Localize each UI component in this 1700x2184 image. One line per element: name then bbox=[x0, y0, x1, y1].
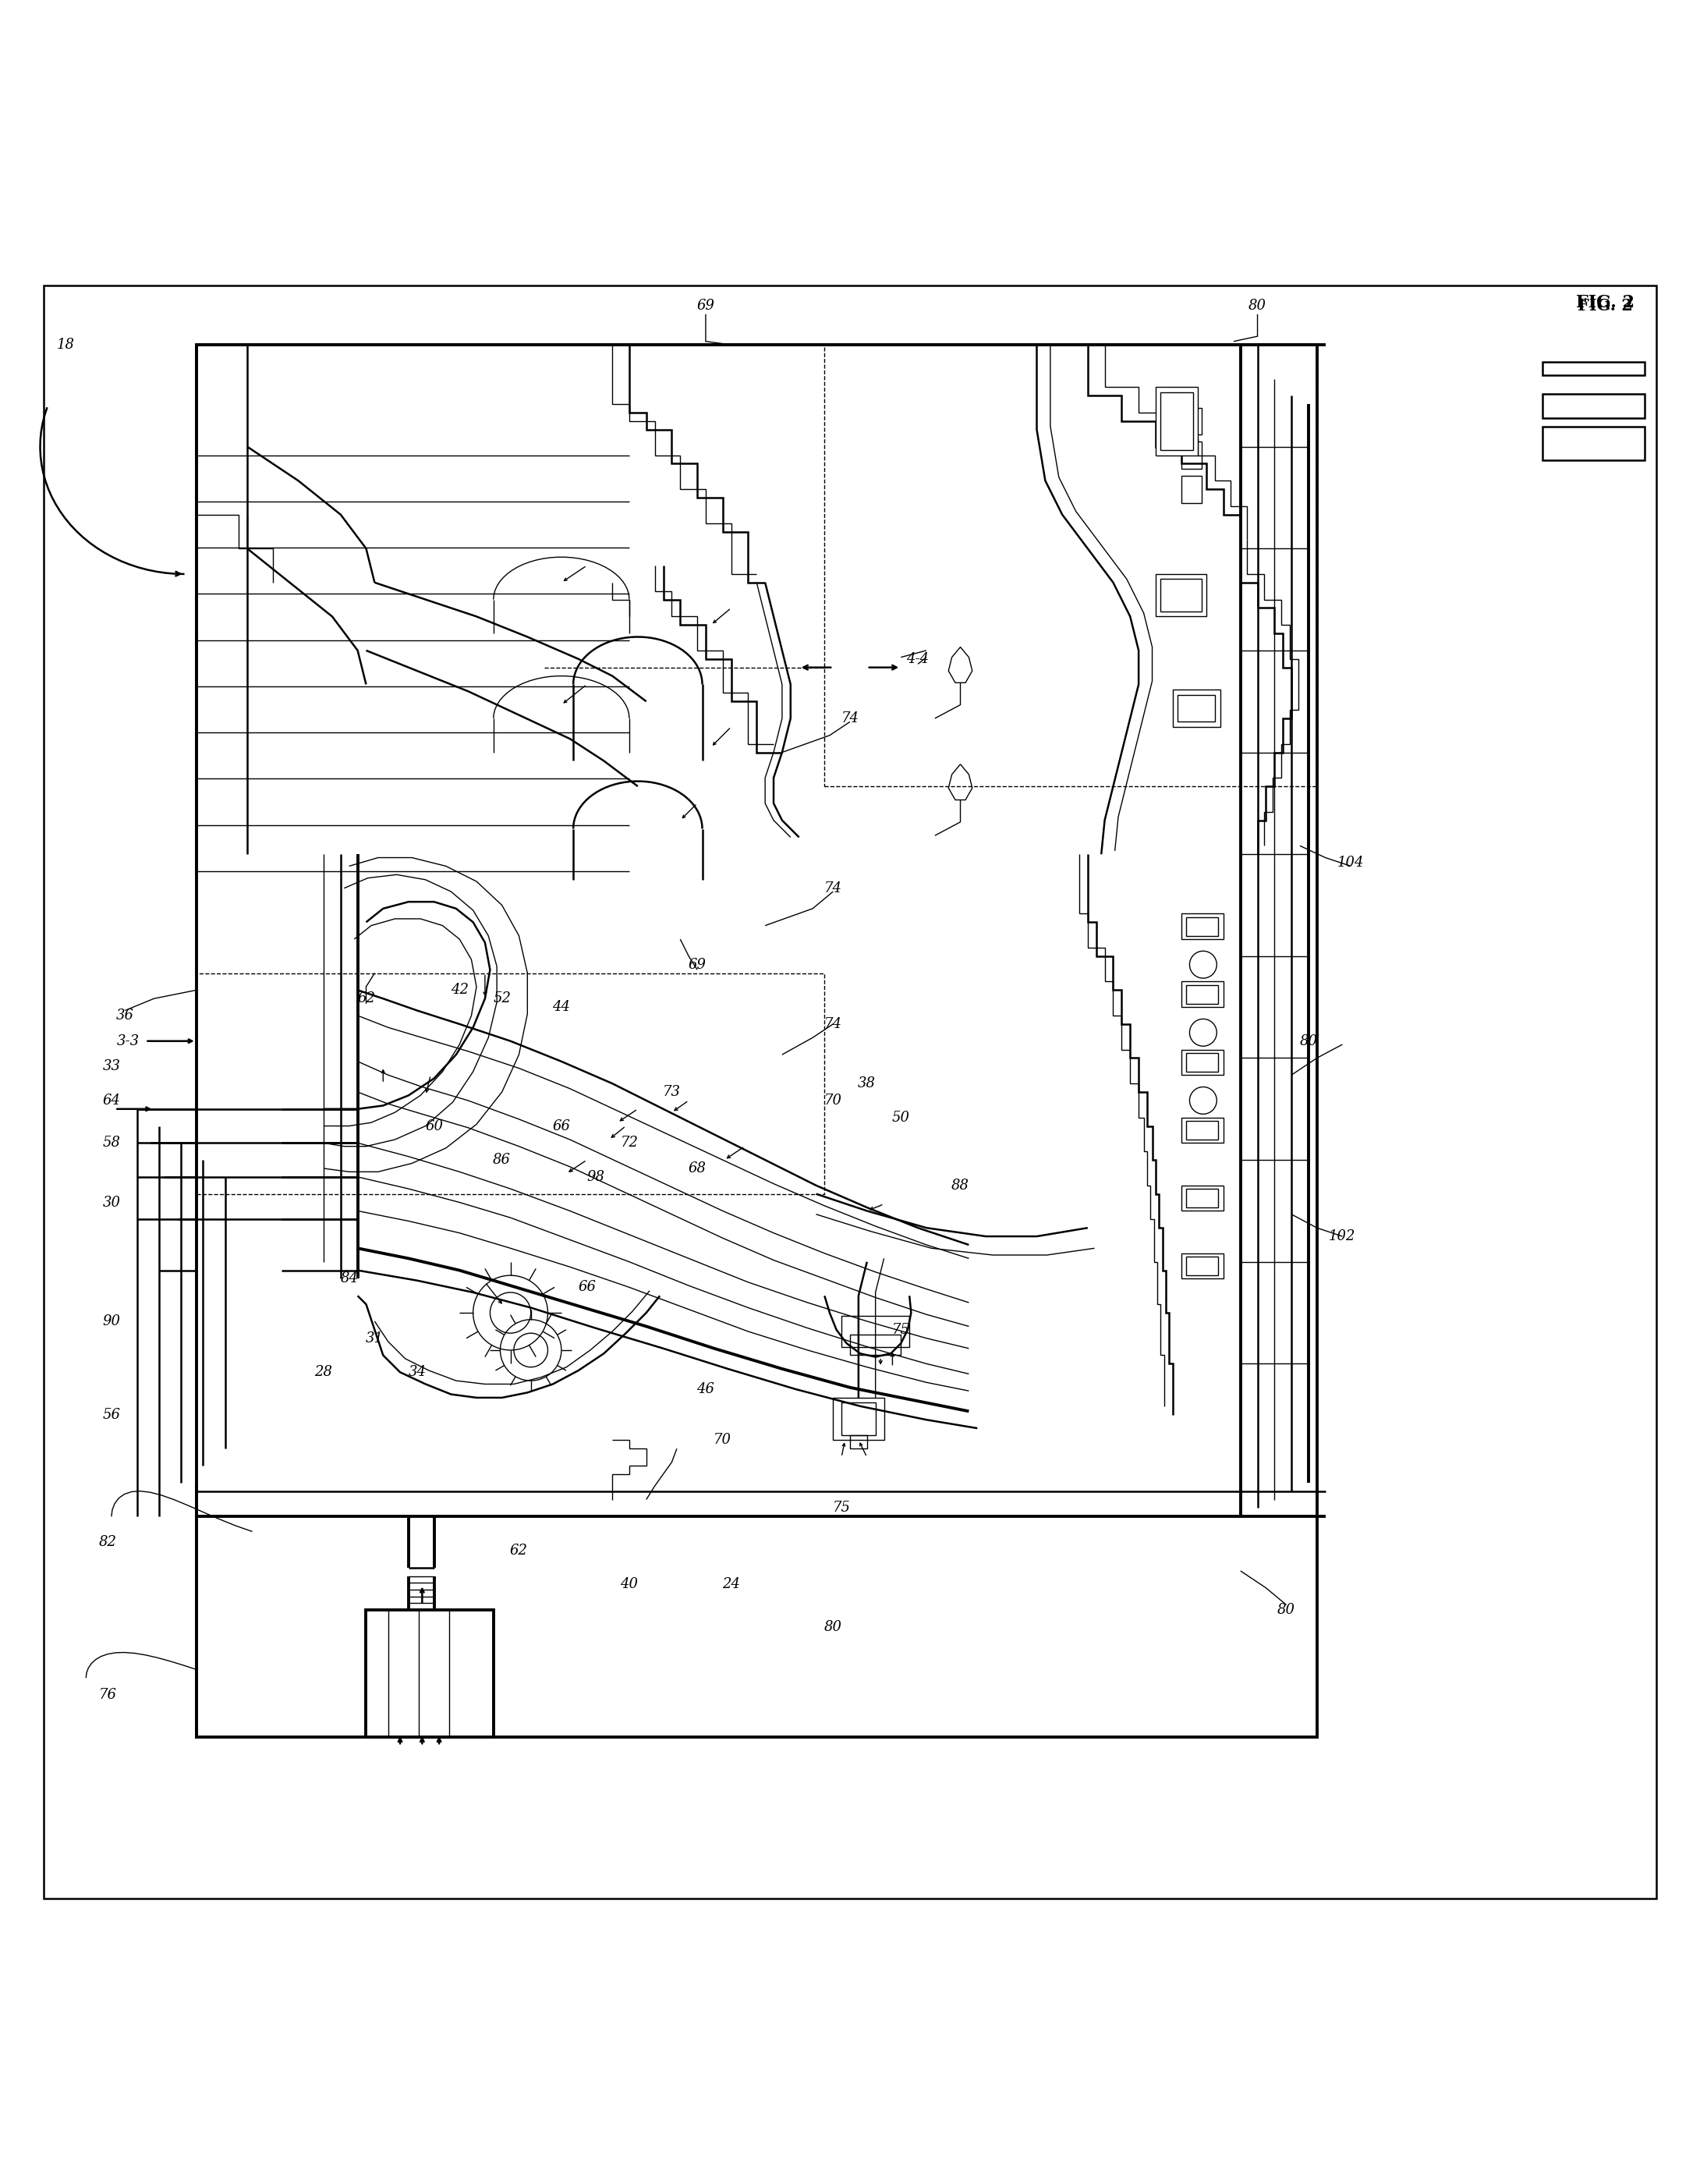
Text: 82: 82 bbox=[99, 1535, 117, 1548]
Text: 66: 66 bbox=[578, 1280, 595, 1295]
Text: 24: 24 bbox=[722, 1577, 740, 1592]
Bar bbox=[1182, 981, 1224, 1007]
Text: 75: 75 bbox=[892, 1324, 910, 1337]
Text: 52: 52 bbox=[493, 992, 512, 1005]
Text: 74: 74 bbox=[824, 880, 841, 895]
Bar bbox=[1182, 1254, 1224, 1280]
Text: 68: 68 bbox=[689, 1162, 706, 1175]
Bar bbox=[1161, 579, 1202, 612]
Bar bbox=[1187, 1120, 1219, 1140]
Bar bbox=[1182, 408, 1202, 435]
Text: 80: 80 bbox=[1277, 1603, 1295, 1616]
Bar bbox=[850, 1334, 901, 1356]
Text: 42: 42 bbox=[450, 983, 469, 998]
Text: 64: 64 bbox=[102, 1094, 121, 1107]
Text: 73: 73 bbox=[663, 1085, 680, 1099]
Text: 58: 58 bbox=[102, 1136, 121, 1151]
Bar bbox=[1182, 1186, 1224, 1210]
Text: 104: 104 bbox=[1338, 856, 1365, 869]
Text: FIG. 2: FIG. 2 bbox=[1578, 297, 1634, 314]
Text: 40: 40 bbox=[620, 1577, 638, 1592]
Text: 98: 98 bbox=[586, 1171, 604, 1184]
Text: 69: 69 bbox=[697, 299, 714, 312]
Bar bbox=[1182, 1051, 1224, 1075]
Text: 66: 66 bbox=[552, 1118, 570, 1133]
Text: 60: 60 bbox=[425, 1118, 444, 1133]
Bar bbox=[824, 345, 1318, 786]
Text: 28: 28 bbox=[314, 1365, 333, 1380]
Text: 18: 18 bbox=[56, 339, 75, 352]
Text: 62: 62 bbox=[510, 1544, 529, 1557]
Text: 80: 80 bbox=[824, 1621, 841, 1634]
Text: 70: 70 bbox=[824, 1094, 841, 1107]
Bar bbox=[1161, 393, 1193, 450]
Text: 44: 44 bbox=[552, 1000, 570, 1013]
Text: 69: 69 bbox=[689, 957, 706, 972]
Text: 38: 38 bbox=[859, 1077, 876, 1090]
Bar bbox=[841, 1317, 910, 1348]
Text: 88: 88 bbox=[952, 1179, 969, 1192]
Bar bbox=[1182, 441, 1202, 470]
Text: 74: 74 bbox=[824, 1018, 841, 1031]
Bar bbox=[1173, 690, 1221, 727]
Bar bbox=[1542, 426, 1644, 461]
Text: 76: 76 bbox=[99, 1688, 117, 1701]
Bar bbox=[841, 1402, 876, 1435]
Bar bbox=[1187, 917, 1219, 935]
Text: 34: 34 bbox=[408, 1365, 427, 1380]
Bar bbox=[366, 1610, 493, 1736]
Bar bbox=[1187, 985, 1219, 1005]
Text: 3-3: 3-3 bbox=[117, 1033, 139, 1048]
Text: 31: 31 bbox=[366, 1332, 384, 1345]
Text: FIG. 2: FIG. 2 bbox=[1576, 293, 1635, 310]
Text: 56: 56 bbox=[102, 1409, 121, 1422]
Bar bbox=[1187, 1256, 1219, 1275]
Text: 4-4: 4-4 bbox=[906, 653, 930, 666]
Bar bbox=[196, 345, 1318, 1736]
Text: 36: 36 bbox=[116, 1009, 134, 1022]
Bar bbox=[1187, 1053, 1219, 1072]
Bar bbox=[1187, 1188, 1219, 1208]
Bar bbox=[1542, 363, 1644, 376]
Text: 72: 72 bbox=[620, 1136, 638, 1151]
Text: 86: 86 bbox=[493, 1153, 512, 1166]
Bar bbox=[196, 974, 824, 1195]
Text: 102: 102 bbox=[1329, 1230, 1357, 1243]
Text: 80: 80 bbox=[1248, 299, 1266, 312]
Text: 46: 46 bbox=[697, 1382, 714, 1396]
Bar bbox=[1182, 476, 1202, 502]
Text: 84: 84 bbox=[340, 1271, 359, 1286]
Bar bbox=[1182, 913, 1224, 939]
Bar bbox=[1178, 695, 1215, 721]
Text: 80: 80 bbox=[1299, 1033, 1318, 1048]
Text: 50: 50 bbox=[892, 1109, 910, 1125]
Text: 70: 70 bbox=[714, 1433, 731, 1448]
Text: 75: 75 bbox=[833, 1500, 850, 1516]
Text: 62: 62 bbox=[357, 992, 376, 1005]
Text: 90: 90 bbox=[102, 1315, 121, 1328]
Text: 74: 74 bbox=[841, 712, 858, 725]
Text: 30: 30 bbox=[102, 1195, 121, 1210]
Bar bbox=[833, 1398, 884, 1439]
Bar bbox=[1182, 1118, 1224, 1142]
Bar bbox=[1156, 387, 1198, 454]
Text: 33: 33 bbox=[102, 1059, 121, 1075]
Bar bbox=[1542, 393, 1644, 417]
Bar bbox=[1156, 574, 1207, 616]
Bar bbox=[850, 1435, 867, 1448]
